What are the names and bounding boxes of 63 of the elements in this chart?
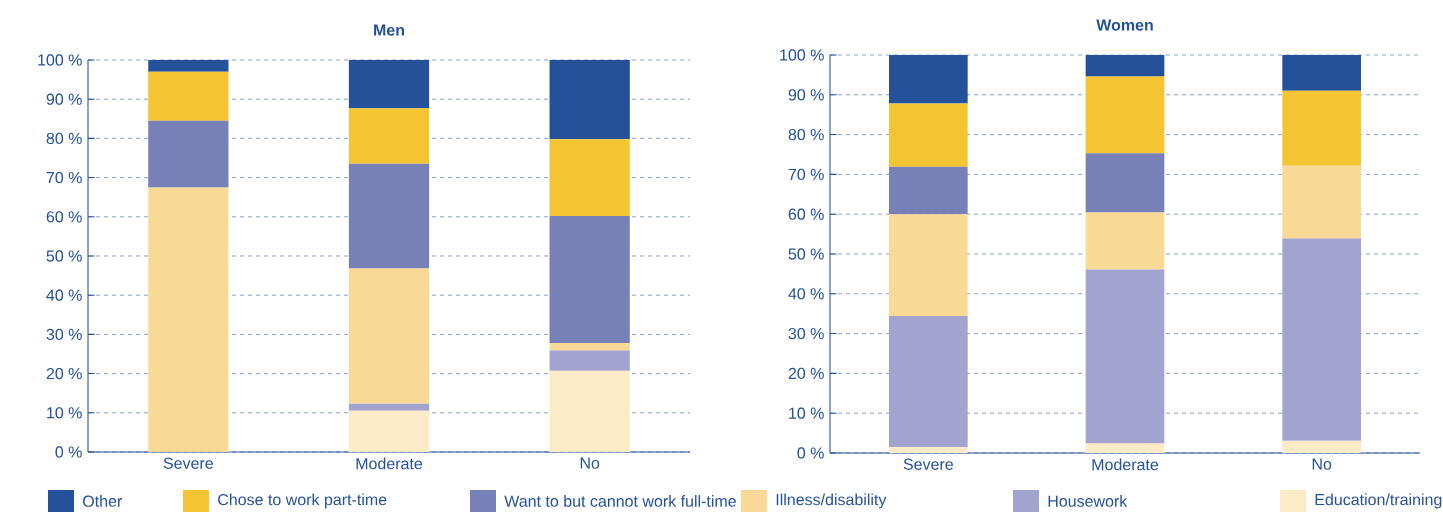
y-tick-label: 60 % bbox=[788, 208, 824, 220]
bar bbox=[549, 216, 630, 344]
y-tick-label: 40 % bbox=[788, 288, 824, 300]
y-tick-label: 50 % bbox=[788, 248, 824, 260]
x-tick-label: No bbox=[1312, 458, 1332, 470]
bar bbox=[1282, 238, 1361, 441]
bar bbox=[549, 139, 630, 216]
y-tick-label: 0 % bbox=[797, 447, 824, 459]
legend-label: Want to but cannot work full-time bbox=[504, 495, 736, 507]
y-tick-label: 60 % bbox=[46, 211, 82, 223]
bar bbox=[1282, 165, 1361, 239]
y-tick-label: 100 % bbox=[780, 49, 824, 61]
bar bbox=[1085, 153, 1165, 213]
bar bbox=[348, 163, 430, 269]
bar bbox=[889, 166, 968, 215]
y-tick-label: 10 % bbox=[47, 407, 82, 419]
x-tick-label: Moderate bbox=[356, 457, 423, 470]
bar bbox=[889, 447, 968, 453]
y-tick-label: 40 % bbox=[46, 289, 82, 301]
legend-label: Other bbox=[83, 495, 123, 507]
chart-title: Men bbox=[374, 24, 405, 36]
y-tick-label: 90 % bbox=[46, 93, 82, 105]
bar bbox=[348, 410, 430, 452]
legend-label: Chose to work part-time bbox=[218, 493, 387, 509]
y-tick-label: 70 % bbox=[46, 171, 82, 184]
x-tick-label: Severe bbox=[163, 457, 213, 469]
bar bbox=[1085, 212, 1165, 270]
bar bbox=[549, 343, 630, 351]
bar bbox=[1282, 440, 1361, 453]
legend-label: Illness/disability bbox=[776, 493, 887, 509]
y-tick-label: 30 % bbox=[46, 328, 82, 341]
y-tick-label: 20 % bbox=[46, 367, 82, 380]
y-tick-label: 10 % bbox=[789, 407, 824, 419]
y-tick-label: 80 % bbox=[46, 132, 82, 145]
x-tick-label: Severe bbox=[903, 458, 953, 470]
bar bbox=[348, 108, 430, 164]
bar bbox=[1085, 269, 1165, 444]
bar bbox=[148, 120, 229, 188]
y-tick-label: 90 % bbox=[788, 89, 824, 101]
bar bbox=[148, 187, 229, 452]
x-tick-label: No bbox=[580, 457, 600, 469]
y-tick-label: 100 % bbox=[38, 54, 82, 66]
x-tick-label: Moderate bbox=[1092, 458, 1159, 471]
y-tick-label: 0 % bbox=[55, 446, 82, 458]
y-tick-label: 20 % bbox=[788, 367, 824, 380]
legend-label: Education/training bbox=[1315, 493, 1442, 509]
bar bbox=[889, 316, 968, 448]
bar bbox=[549, 370, 630, 452]
bar bbox=[889, 214, 968, 317]
y-tick-label: 70 % bbox=[788, 168, 824, 181]
bar bbox=[1085, 443, 1165, 453]
y-tick-label: 80 % bbox=[788, 128, 824, 141]
y-tick-label: 50 % bbox=[46, 250, 82, 262]
bar bbox=[549, 350, 630, 371]
bar bbox=[348, 403, 430, 411]
bar bbox=[348, 268, 430, 404]
legend-label: Housework bbox=[1048, 495, 1128, 507]
bar bbox=[1085, 76, 1165, 154]
bar bbox=[148, 71, 229, 121]
chart-title: Women bbox=[1096, 19, 1153, 31]
bar bbox=[1282, 90, 1361, 166]
bar bbox=[889, 103, 968, 167]
y-tick-label: 30 % bbox=[788, 327, 824, 340]
